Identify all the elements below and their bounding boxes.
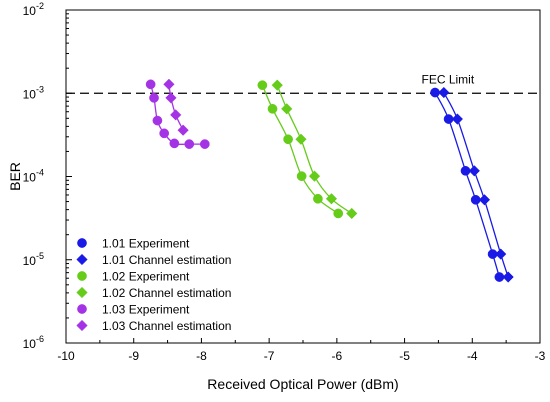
data-point: [199, 139, 210, 149]
data-point: [169, 138, 180, 149]
data-point: [165, 92, 177, 104]
data-point: [152, 115, 163, 126]
data-point: [159, 128, 170, 139]
y-tick-label: 10-2: [23, 1, 44, 18]
x-tick-label: -7: [264, 349, 275, 363]
legend: 1.01 Experiment 1.01 Channel estimation 1.…: [76, 237, 231, 333]
legend-item: 1.03 Experiment: [77, 303, 190, 317]
data-point: [495, 248, 507, 260]
legend-label: 1.01 Channel estimation: [102, 253, 231, 267]
data-point: [267, 103, 278, 114]
y-tick-label: 10-6: [23, 334, 44, 351]
data-point: [271, 79, 283, 91]
legend-label: 1.02 Channel estimation: [102, 286, 231, 300]
data-point: [170, 109, 182, 121]
data-point: [283, 134, 293, 145]
data-point: [346, 207, 358, 220]
data-point: [149, 93, 159, 103]
legend-marker: [76, 319, 88, 332]
y-tick-label: 10-4: [23, 168, 44, 185]
y-tick-label: 10-3: [23, 84, 44, 101]
x-tick-label: -9: [128, 349, 139, 363]
legend-label: 1.03 Channel estimation: [102, 319, 231, 333]
data-point: [184, 139, 195, 149]
x-tick-label: -6: [332, 349, 343, 363]
data-point: [325, 193, 338, 205]
data-point: [333, 208, 344, 219]
x-tick-label: -4: [467, 349, 478, 363]
data-point: [281, 103, 293, 115]
axes: -10 -9 -8 -7 -6 -5 -4 -3 10-6 10-5 10-4 10-3 10-2 Rec…: [7, 1, 546, 392]
y-axis-title: BER: [7, 162, 23, 191]
series-2: [438, 86, 514, 283]
x-tick-label: -8: [196, 349, 207, 363]
legend-item: 1.01 Experiment: [77, 237, 190, 251]
fec-limit-label: FEC Limit: [422, 72, 475, 86]
legend-marker: [76, 286, 88, 299]
data-point: [502, 271, 514, 283]
series-6: [163, 78, 189, 136]
series-5: [145, 79, 210, 149]
data-point: [296, 171, 307, 181]
data-point: [438, 86, 450, 99]
series-line: [168, 84, 184, 131]
data-point: [257, 80, 268, 91]
series-4: [271, 79, 358, 220]
data-point: [177, 124, 189, 136]
data-point: [478, 194, 491, 206]
plot-decorations: FEC Limit: [66, 72, 540, 94]
data-point: [145, 79, 156, 90]
legend-item: 1.01 Channel estimation: [76, 253, 231, 267]
data-point: [308, 170, 321, 182]
series-3: [257, 80, 344, 219]
data-point: [451, 113, 464, 125]
legend-item: 1.03 Channel estimation: [76, 319, 231, 333]
x-tick-label: -10: [57, 349, 75, 363]
series-layer: [145, 78, 514, 283]
x-tick-label: -3: [535, 349, 546, 363]
legend-label: 1.01 Experiment: [102, 237, 190, 251]
x-axis-title: Received Optical Power (dBm): [207, 376, 398, 392]
x-tick-label: -5: [399, 349, 410, 363]
legend-marker: [76, 253, 88, 266]
legend-marker: [77, 238, 87, 248]
data-point: [163, 78, 175, 90]
legend-label: 1.02 Experiment: [102, 270, 190, 284]
legend-label: 1.03 Experiment: [102, 303, 190, 317]
data-point: [295, 133, 307, 145]
y-tick-label: 10-5: [23, 251, 44, 268]
data-point: [313, 193, 323, 204]
legend-item: 1.02 Channel estimation: [76, 286, 231, 300]
data-point: [468, 165, 480, 177]
legend-marker: [77, 271, 87, 281]
legend-marker: [77, 304, 87, 314]
series-1: [430, 87, 505, 282]
legend-item: 1.02 Experiment: [77, 270, 190, 284]
